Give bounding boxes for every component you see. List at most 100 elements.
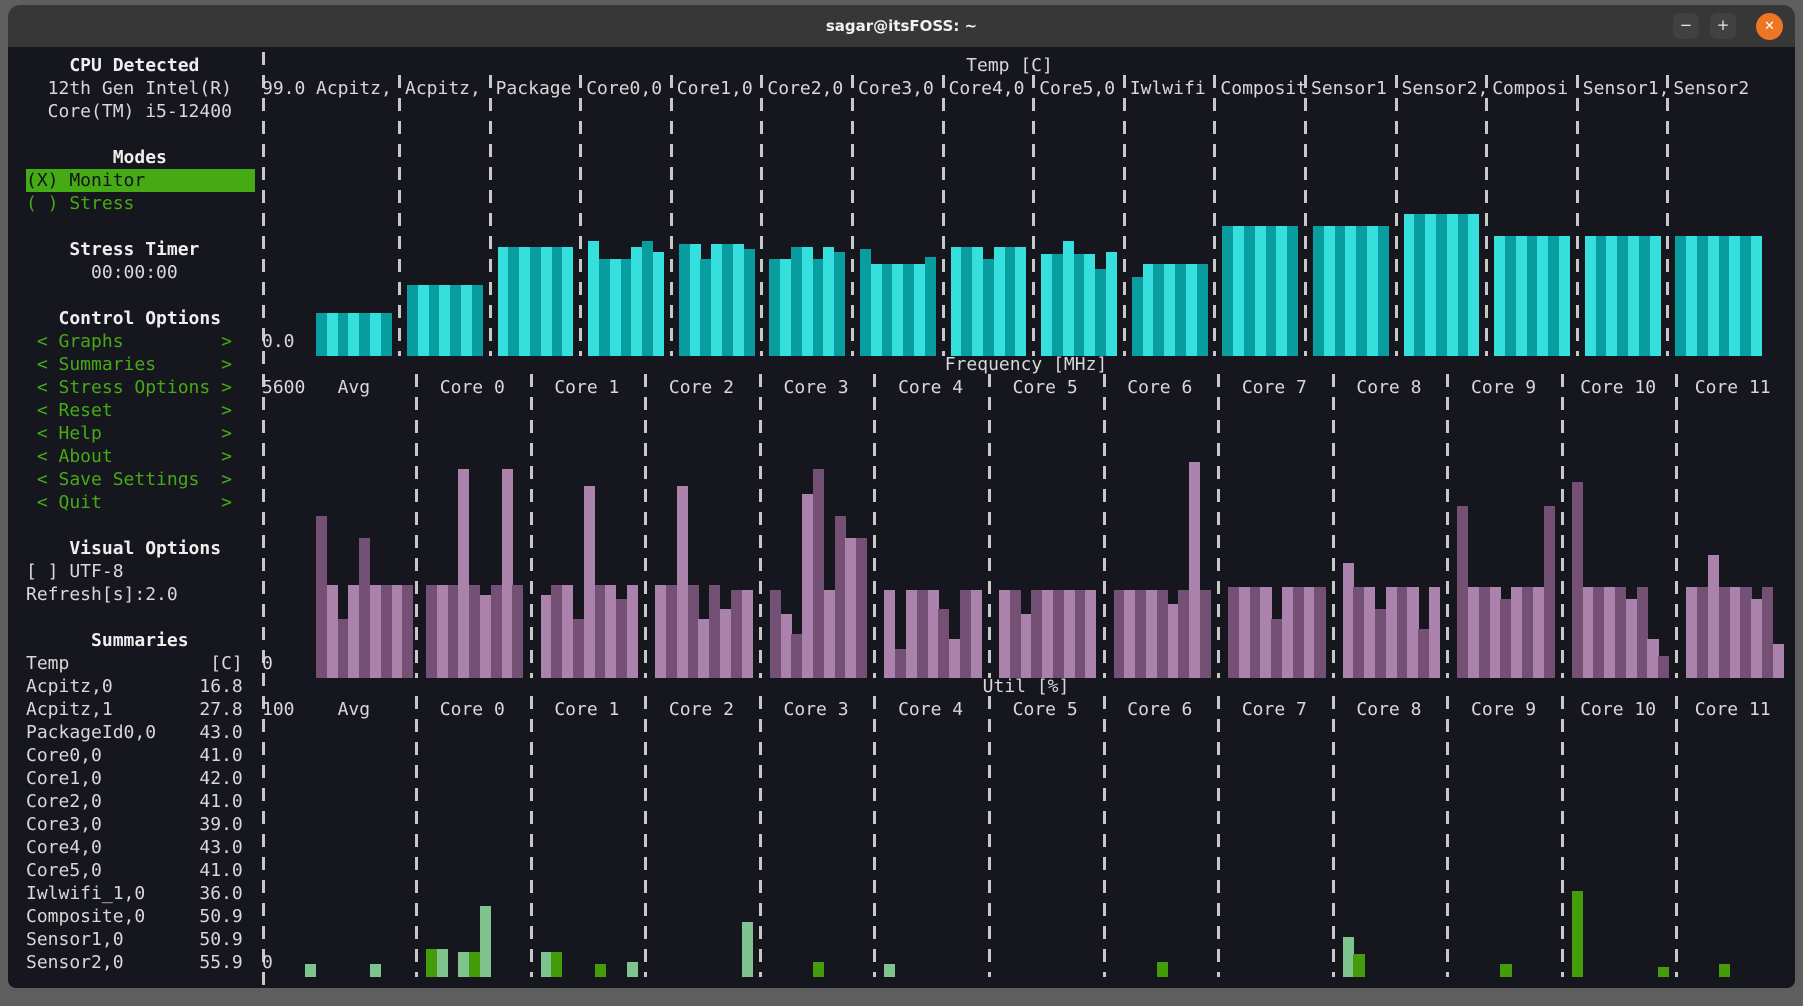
freq-bar	[626, 584, 639, 678]
freq-bar	[1342, 562, 1354, 678]
util-ymin-label: 0	[262, 952, 273, 973]
refresh-interval[interactable]: Refresh[s]:2.0	[26, 584, 178, 605]
menu-summaries[interactable]: < Summaries >	[26, 354, 232, 375]
util-column-divider	[644, 696, 648, 977]
temp-column-divider	[398, 75, 401, 356]
menu-graphs[interactable]: < Graphs >	[26, 331, 232, 352]
freq-bar	[741, 589, 753, 678]
summary-row: Core1,0 42.0	[26, 768, 243, 789]
temp-bar	[1175, 264, 1187, 356]
freq-column-label: Core 6	[1127, 377, 1193, 398]
freq-bar	[337, 619, 349, 678]
mode-monitor-radio[interactable]: (X) Monitor	[26, 169, 255, 192]
temp-bar	[407, 285, 419, 356]
summary-temp-header: Temp [C]	[26, 653, 243, 674]
freq-bar	[616, 599, 628, 678]
freq-bar	[1260, 587, 1272, 678]
menu-quit[interactable]: < Quit >	[26, 492, 232, 513]
temp-bar	[1233, 226, 1245, 356]
modes-header: Modes	[26, 147, 167, 168]
freq-bar	[1063, 589, 1075, 678]
temp-bar	[1675, 236, 1687, 356]
menu-reset[interactable]: < Reset >	[26, 400, 232, 421]
freq-bar	[391, 584, 403, 678]
util-column-label: Core 9	[1471, 699, 1537, 720]
freq-bar	[1489, 587, 1501, 678]
freq-bar	[1511, 587, 1523, 678]
freq-column-label: Core 3	[783, 377, 849, 398]
temp-bar	[1131, 277, 1143, 356]
maximize-button[interactable]: +	[1710, 13, 1736, 39]
minimize-button[interactable]: −	[1673, 13, 1699, 39]
freq-bar	[458, 469, 470, 678]
freq-bar	[1303, 587, 1315, 678]
freq-bar	[562, 584, 574, 678]
stress-timer-value: 00:00:00	[26, 262, 178, 283]
temp-bar	[519, 246, 531, 356]
temp-bar	[1559, 236, 1571, 356]
mode-stress-radio[interactable]: ( ) Stress	[26, 193, 135, 214]
utf8-checkbox[interactable]: [ ] UTF-8	[26, 561, 124, 582]
temp-bar	[1718, 236, 1730, 356]
util-bar	[626, 961, 639, 977]
freq-bar	[1708, 555, 1720, 678]
temp-bar	[540, 246, 552, 356]
freq-column-label: Core 9	[1471, 377, 1537, 398]
temp-bar	[1414, 213, 1426, 356]
freq-bar	[676, 486, 688, 678]
freq-bar	[583, 486, 595, 678]
temp-bar	[1638, 236, 1650, 356]
temp-column-divider	[851, 75, 854, 356]
temp-bar	[722, 244, 734, 356]
freq-bar	[1604, 587, 1616, 678]
temp-bar	[950, 246, 962, 356]
temp-bar	[1526, 236, 1538, 356]
sidebar-divider	[262, 52, 265, 988]
freq-bar	[1031, 589, 1043, 678]
freq-bar	[1718, 587, 1730, 678]
freq-bar	[1582, 587, 1594, 678]
menu-save-settings[interactable]: < Save Settings >	[26, 469, 232, 490]
temp-bar	[620, 259, 632, 356]
temp-bar	[1073, 254, 1085, 356]
temp-bar	[631, 246, 643, 356]
freq-bar	[938, 609, 950, 678]
freq-bar	[1571, 481, 1583, 678]
util-bar	[369, 964, 381, 977]
util-bar	[458, 951, 470, 977]
window-titlebar[interactable]: sagar@itsFOSS: ~ − + ✕	[8, 5, 1795, 47]
menu-help[interactable]: < Help >	[26, 423, 232, 444]
temp-bar	[1457, 213, 1469, 356]
temp-column-divider	[1032, 75, 1036, 356]
util-column-divider	[1446, 696, 1450, 977]
temp-column-label: Sensor2,	[1401, 78, 1489, 99]
temp-column-label: Sensor2	[1673, 78, 1750, 99]
freq-bar	[959, 589, 972, 678]
temp-bar	[743, 249, 755, 356]
util-bar	[1342, 936, 1354, 977]
temp-bar	[1505, 236, 1517, 356]
temp-column-divider	[760, 75, 764, 356]
util-column-label: Core 2	[668, 699, 734, 720]
temp-bar	[1185, 264, 1197, 356]
summary-row: Core2,0 41.0	[26, 791, 243, 812]
close-button[interactable]: ✕	[1756, 13, 1783, 40]
temp-bar	[588, 241, 600, 356]
freq-bar	[1178, 589, 1190, 678]
temp-ymin-label: 0.0	[262, 331, 295, 352]
freq-bar	[916, 589, 928, 678]
visual-options-header: Visual Options	[26, 538, 222, 559]
menu-about[interactable]: < About >	[26, 446, 232, 467]
freq-bar	[845, 538, 857, 678]
util-bar	[1658, 966, 1670, 977]
temp-bar	[860, 249, 872, 356]
temp-bar	[1617, 236, 1629, 356]
temp-column-label: Core1,0	[676, 78, 753, 99]
temp-bar	[711, 244, 723, 356]
menu-stress-options[interactable]: < Stress Options >	[26, 377, 232, 398]
temp-column-divider	[941, 75, 945, 356]
summary-row: PackageId0,0 43.0	[26, 722, 243, 743]
summary-row: Core5,0 41.0	[26, 860, 243, 881]
temp-column-label: Core0,0	[586, 78, 663, 99]
freq-bar	[1228, 587, 1240, 678]
